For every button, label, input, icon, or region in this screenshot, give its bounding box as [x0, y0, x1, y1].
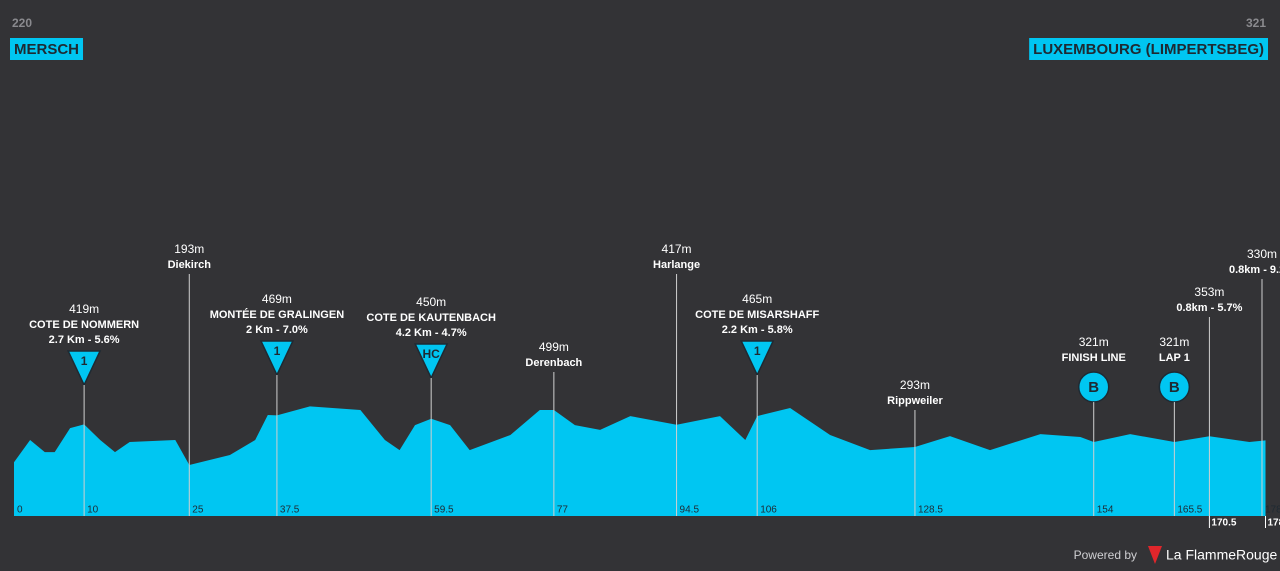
waypoint-name: COTE DE MISARSHAFF — [695, 309, 819, 321]
finish-name: LUXEMBOURG (LIMPERTSBEG) — [1033, 41, 1264, 58]
waypoint-elevation: 469m — [262, 292, 292, 306]
brand-logo — [1148, 546, 1162, 564]
climb-badge — [259, 340, 295, 377]
waypoint-elevation: 293m — [900, 378, 930, 392]
waypoint-name: COTE DE NOMMERN — [29, 319, 139, 331]
waypoint-name: FINISH LINE — [1062, 352, 1126, 364]
x-tick-label: 170.5 — [1211, 518, 1236, 529]
waypoint-elevation: 321m — [1159, 335, 1189, 349]
elevation-area — [14, 406, 1266, 516]
climb-detail: 2 Km - 7.0% — [246, 324, 308, 336]
climb-badge — [66, 350, 102, 387]
climb-detail: 2.7 Km - 5.6% — [49, 334, 120, 346]
waypoint-elevation: 499m — [539, 340, 569, 354]
climb-detail: 4.2 Km - 4.7% — [396, 327, 467, 339]
waypoint-elevation: 419m — [69, 302, 99, 316]
waypoint-name: 0.8km - 5.7% — [1176, 302, 1242, 314]
x-tick-label: 154 — [1097, 505, 1114, 516]
waypoint-name: LAP 1 — [1159, 352, 1190, 364]
waypoint-elevation: 321m — [1079, 335, 1109, 349]
climb-category: 1 — [274, 344, 281, 358]
start-box — [10, 38, 84, 60]
climb-category: 1 — [81, 354, 88, 368]
finish-box — [1029, 38, 1268, 60]
waypoint-name: Rippweiler — [887, 395, 943, 407]
x-tick-label: 77 — [557, 505, 569, 516]
waypoint-elevation: 193m — [174, 242, 204, 256]
climb-category: HC — [422, 347, 440, 361]
plot: 0 10 25 37.5 59.5 77 94.5 106 128.5 154 165.5 170.5… — [14, 242, 1280, 529]
bonus-label: B — [1088, 379, 1099, 396]
climb-detail: 2.2 Km - 5.8% — [722, 324, 793, 336]
waypoint-elevation: 330m — [1247, 247, 1277, 261]
powered-by: Powered by — [1074, 548, 1137, 562]
start-name: MERSCH — [14, 41, 79, 58]
waypoint-name: Diekirch — [168, 259, 212, 271]
x-tick-label: 178 — [1265, 505, 1280, 516]
waypoint-name: Harlange — [653, 259, 700, 271]
climb-category: 1 — [754, 344, 761, 358]
x-tick-label: 178.5 — [1268, 518, 1280, 529]
bonus-label: B — [1169, 379, 1180, 396]
waypoint-elevation: 465m — [742, 292, 772, 306]
start-elevation: 220 — [12, 16, 32, 30]
x-tick-label: 37.5 — [280, 505, 300, 516]
climb-badge — [740, 340, 775, 377]
finish-elevation: 321 — [1246, 16, 1266, 30]
waypoint-elevation: 450m — [416, 295, 446, 309]
x-tick-label: 128.5 — [918, 505, 943, 516]
waypoint-name: Derenbach — [525, 357, 582, 369]
brand-name: La FlammeRouge — [1166, 547, 1277, 563]
x-tick-label: 0 — [17, 505, 23, 516]
x-tick-label: 165.5 — [1177, 505, 1202, 516]
waypoint-elevation: 353m — [1194, 285, 1224, 299]
x-tick-label: 10 — [87, 505, 99, 516]
x-tick-label: 25 — [192, 505, 204, 516]
climb-badge — [413, 343, 449, 380]
x-tick-label: 94.5 — [680, 505, 700, 516]
waypoint-name: 0.8km - 9.2% — [1229, 264, 1280, 276]
waypoint-name: MONTÉE DE GRALINGEN — [210, 308, 345, 321]
x-tick-label: 106 — [760, 505, 777, 516]
x-tick-label: 59.5 — [434, 505, 454, 516]
waypoint-elevation: 417m — [662, 242, 692, 256]
waypoint-name: COTE DE KAUTENBACH — [366, 312, 496, 324]
